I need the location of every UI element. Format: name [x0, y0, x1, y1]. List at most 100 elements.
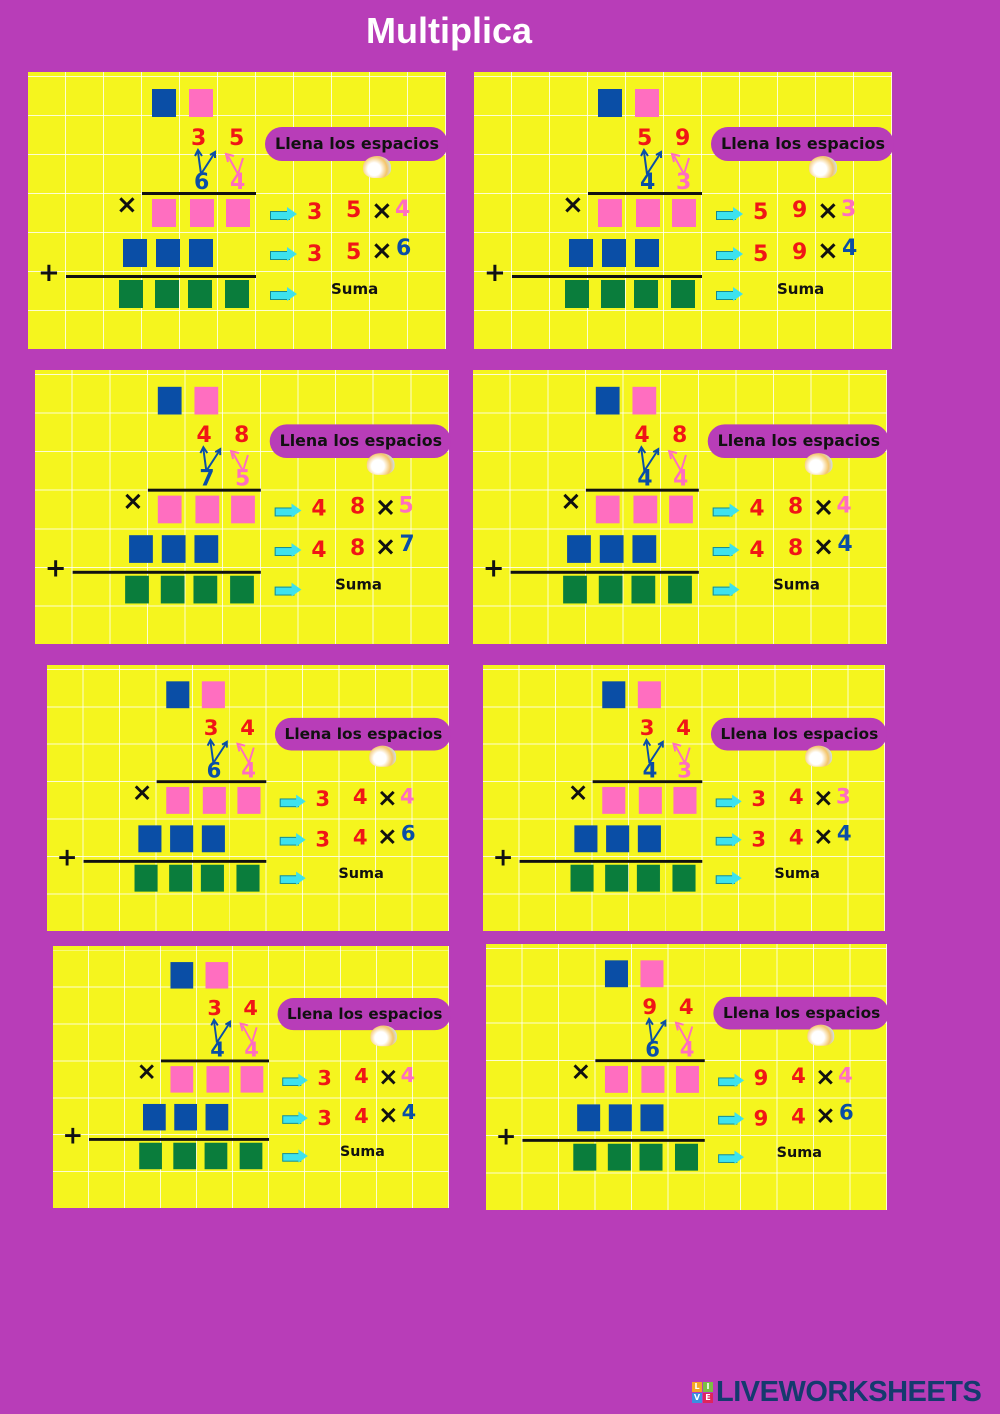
product-units-box[interactable] — [206, 1066, 230, 1093]
sum-box[interactable] — [634, 280, 658, 308]
product-tens-box[interactable] — [138, 825, 162, 853]
product-units-box[interactable] — [633, 495, 658, 524]
times-sign: × — [131, 778, 153, 808]
top-tens-digit: 5 — [637, 126, 653, 151]
sum-box[interactable] — [188, 280, 212, 308]
sum-box[interactable] — [125, 575, 149, 604]
sum-box[interactable] — [672, 864, 696, 892]
product-units-box[interactable] — [602, 786, 626, 814]
product-tens-box[interactable] — [194, 535, 219, 563]
sum-box[interactable] — [173, 1142, 197, 1170]
exercise-panel: 4 8 4 4 × + Llena los espacios 4 8 × 4 4 8 × 4 Suma — [473, 370, 889, 644]
product-tens-box[interactable] — [201, 825, 225, 853]
product-units-box[interactable] — [641, 1065, 665, 1093]
product-tens-box[interactable] — [567, 535, 591, 563]
product-tens-box[interactable] — [574, 825, 598, 853]
product-tens-box[interactable] — [637, 825, 661, 853]
product-units-box[interactable] — [638, 786, 662, 814]
product-tens-box[interactable] — [569, 239, 593, 267]
product-units-box[interactable] — [595, 495, 620, 524]
product-tens-box[interactable] — [640, 1104, 664, 1132]
sum-box[interactable] — [119, 280, 143, 308]
product-units-box[interactable] — [190, 199, 214, 227]
sum-box[interactable] — [193, 575, 218, 604]
hand-pointer-icon — [366, 453, 395, 475]
product-tens-box[interactable] — [608, 1104, 632, 1132]
product-tens-box[interactable] — [606, 825, 630, 853]
sum-box[interactable] — [160, 575, 185, 604]
product-units-box[interactable] — [636, 199, 660, 227]
product-tens-box[interactable] — [632, 535, 657, 563]
sum-box[interactable] — [674, 1143, 699, 1171]
sum-box[interactable] — [570, 864, 594, 892]
carry-arrows-icon — [194, 148, 244, 175]
product-tens-box[interactable] — [123, 239, 147, 267]
sum-box[interactable] — [139, 1142, 162, 1170]
sum-box[interactable] — [230, 575, 254, 604]
product-tens-box[interactable] — [577, 1104, 601, 1132]
sum-box[interactable] — [204, 1142, 228, 1170]
product-units-box[interactable] — [231, 495, 255, 524]
sum-box[interactable] — [563, 575, 587, 604]
product-units-box[interactable] — [240, 1066, 264, 1093]
product-tens-box[interactable] — [599, 535, 624, 563]
units-block-icon — [205, 962, 229, 989]
sum-box[interactable] — [668, 575, 692, 604]
product-units-box[interactable] — [598, 199, 622, 227]
sum-box[interactable] — [601, 280, 625, 308]
sum-box[interactable] — [565, 280, 589, 308]
product-units-box[interactable] — [166, 786, 190, 814]
tens-block-icon — [166, 681, 190, 709]
sum-box[interactable] — [573, 1143, 597, 1171]
product-units-box[interactable] — [672, 199, 696, 227]
tens-block-icon — [602, 681, 626, 709]
product-tens-box[interactable] — [602, 239, 626, 267]
sum-box[interactable] — [200, 864, 224, 892]
sum-box[interactable] — [631, 575, 656, 604]
sum-line — [72, 570, 261, 574]
product-units-box[interactable] — [202, 786, 226, 814]
sum-box[interactable] — [236, 864, 260, 892]
sum-box[interactable] — [169, 864, 193, 892]
sum-box[interactable] — [639, 1143, 663, 1171]
product-units-box[interactable] — [195, 495, 220, 524]
exercise-panel: 3 4 4 3 × + Llena los espacios 3 4 × 3 3 4 × 4 Suma — [483, 665, 887, 931]
product-units-box[interactable] — [237, 786, 261, 814]
product-units-box[interactable] — [152, 199, 176, 227]
row1-units-digit: 4 — [791, 1064, 806, 1090]
product-units-box[interactable] — [604, 1065, 628, 1093]
product-tens-box[interactable] — [161, 535, 186, 563]
sum-box[interactable] — [671, 280, 695, 308]
multiply-line — [142, 192, 256, 195]
row1-times-sign: × — [371, 196, 393, 226]
product-tens-box[interactable] — [189, 239, 213, 267]
product-tens-box[interactable] — [174, 1103, 197, 1131]
plus-sign: + — [62, 1121, 84, 1151]
product-tens-box[interactable] — [156, 239, 180, 267]
exercise-panel: 3 4 4 4 × + Llena los espacios 3 4 × 4 3 4 × 4 Suma — [53, 946, 451, 1208]
bottom-tens-digit: 7 — [199, 466, 215, 492]
sum-box[interactable] — [239, 1142, 263, 1170]
product-tens-box[interactable] — [143, 1103, 166, 1131]
logo-tile: V — [692, 1393, 702, 1403]
product-units-box[interactable] — [226, 199, 250, 227]
sum-box[interactable] — [134, 864, 158, 892]
product-tens-box[interactable] — [170, 825, 194, 853]
sum-box[interactable] — [225, 280, 249, 308]
product-units-box[interactable] — [669, 495, 693, 524]
product-tens-box[interactable] — [205, 1103, 229, 1131]
fill-spaces-label: Llena los espacios — [265, 127, 448, 161]
product-tens-box[interactable] — [635, 239, 659, 267]
sum-box[interactable] — [598, 575, 623, 604]
top-units-digit: 8 — [234, 423, 250, 449]
product-units-box[interactable] — [673, 786, 697, 814]
sum-box[interactable] — [636, 864, 660, 892]
product-units-box[interactable] — [675, 1065, 699, 1093]
sum-box[interactable] — [607, 1143, 631, 1171]
product-units-box[interactable] — [170, 1066, 194, 1093]
row2-times-sign: × — [812, 822, 834, 852]
sum-box[interactable] — [605, 864, 629, 892]
product-tens-box[interactable] — [129, 535, 153, 563]
product-units-box[interactable] — [157, 495, 182, 524]
sum-box[interactable] — [155, 280, 179, 308]
